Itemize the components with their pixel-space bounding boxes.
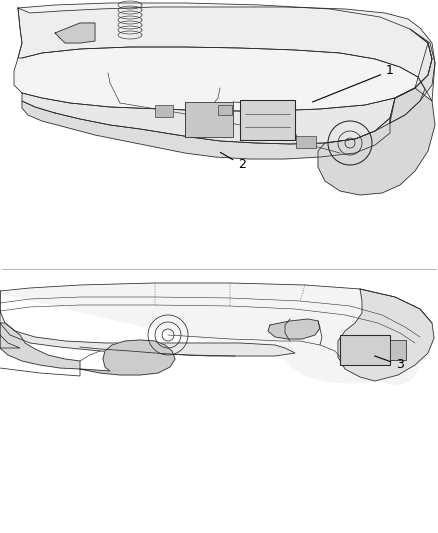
Bar	[240, 100, 295, 140]
Text: 2: 2	[220, 152, 246, 172]
Polygon shape	[318, 88, 435, 195]
Bar	[296, 136, 316, 148]
Polygon shape	[268, 319, 320, 339]
Text: 3: 3	[374, 356, 404, 372]
Polygon shape	[338, 289, 434, 381]
Polygon shape	[55, 23, 95, 43]
Bar	[218, 105, 232, 115]
Polygon shape	[390, 29, 435, 123]
Polygon shape	[18, 7, 435, 101]
Polygon shape	[0, 323, 80, 369]
Polygon shape	[0, 291, 295, 356]
Polygon shape	[0, 283, 434, 385]
Bar	[155, 105, 173, 117]
Bar	[185, 102, 233, 137]
Polygon shape	[22, 101, 390, 159]
Text: 1: 1	[313, 64, 394, 102]
Polygon shape	[80, 340, 175, 375]
Bar	[390, 340, 406, 360]
Polygon shape	[14, 3, 432, 111]
Bar	[340, 335, 390, 365]
Polygon shape	[22, 43, 432, 144]
